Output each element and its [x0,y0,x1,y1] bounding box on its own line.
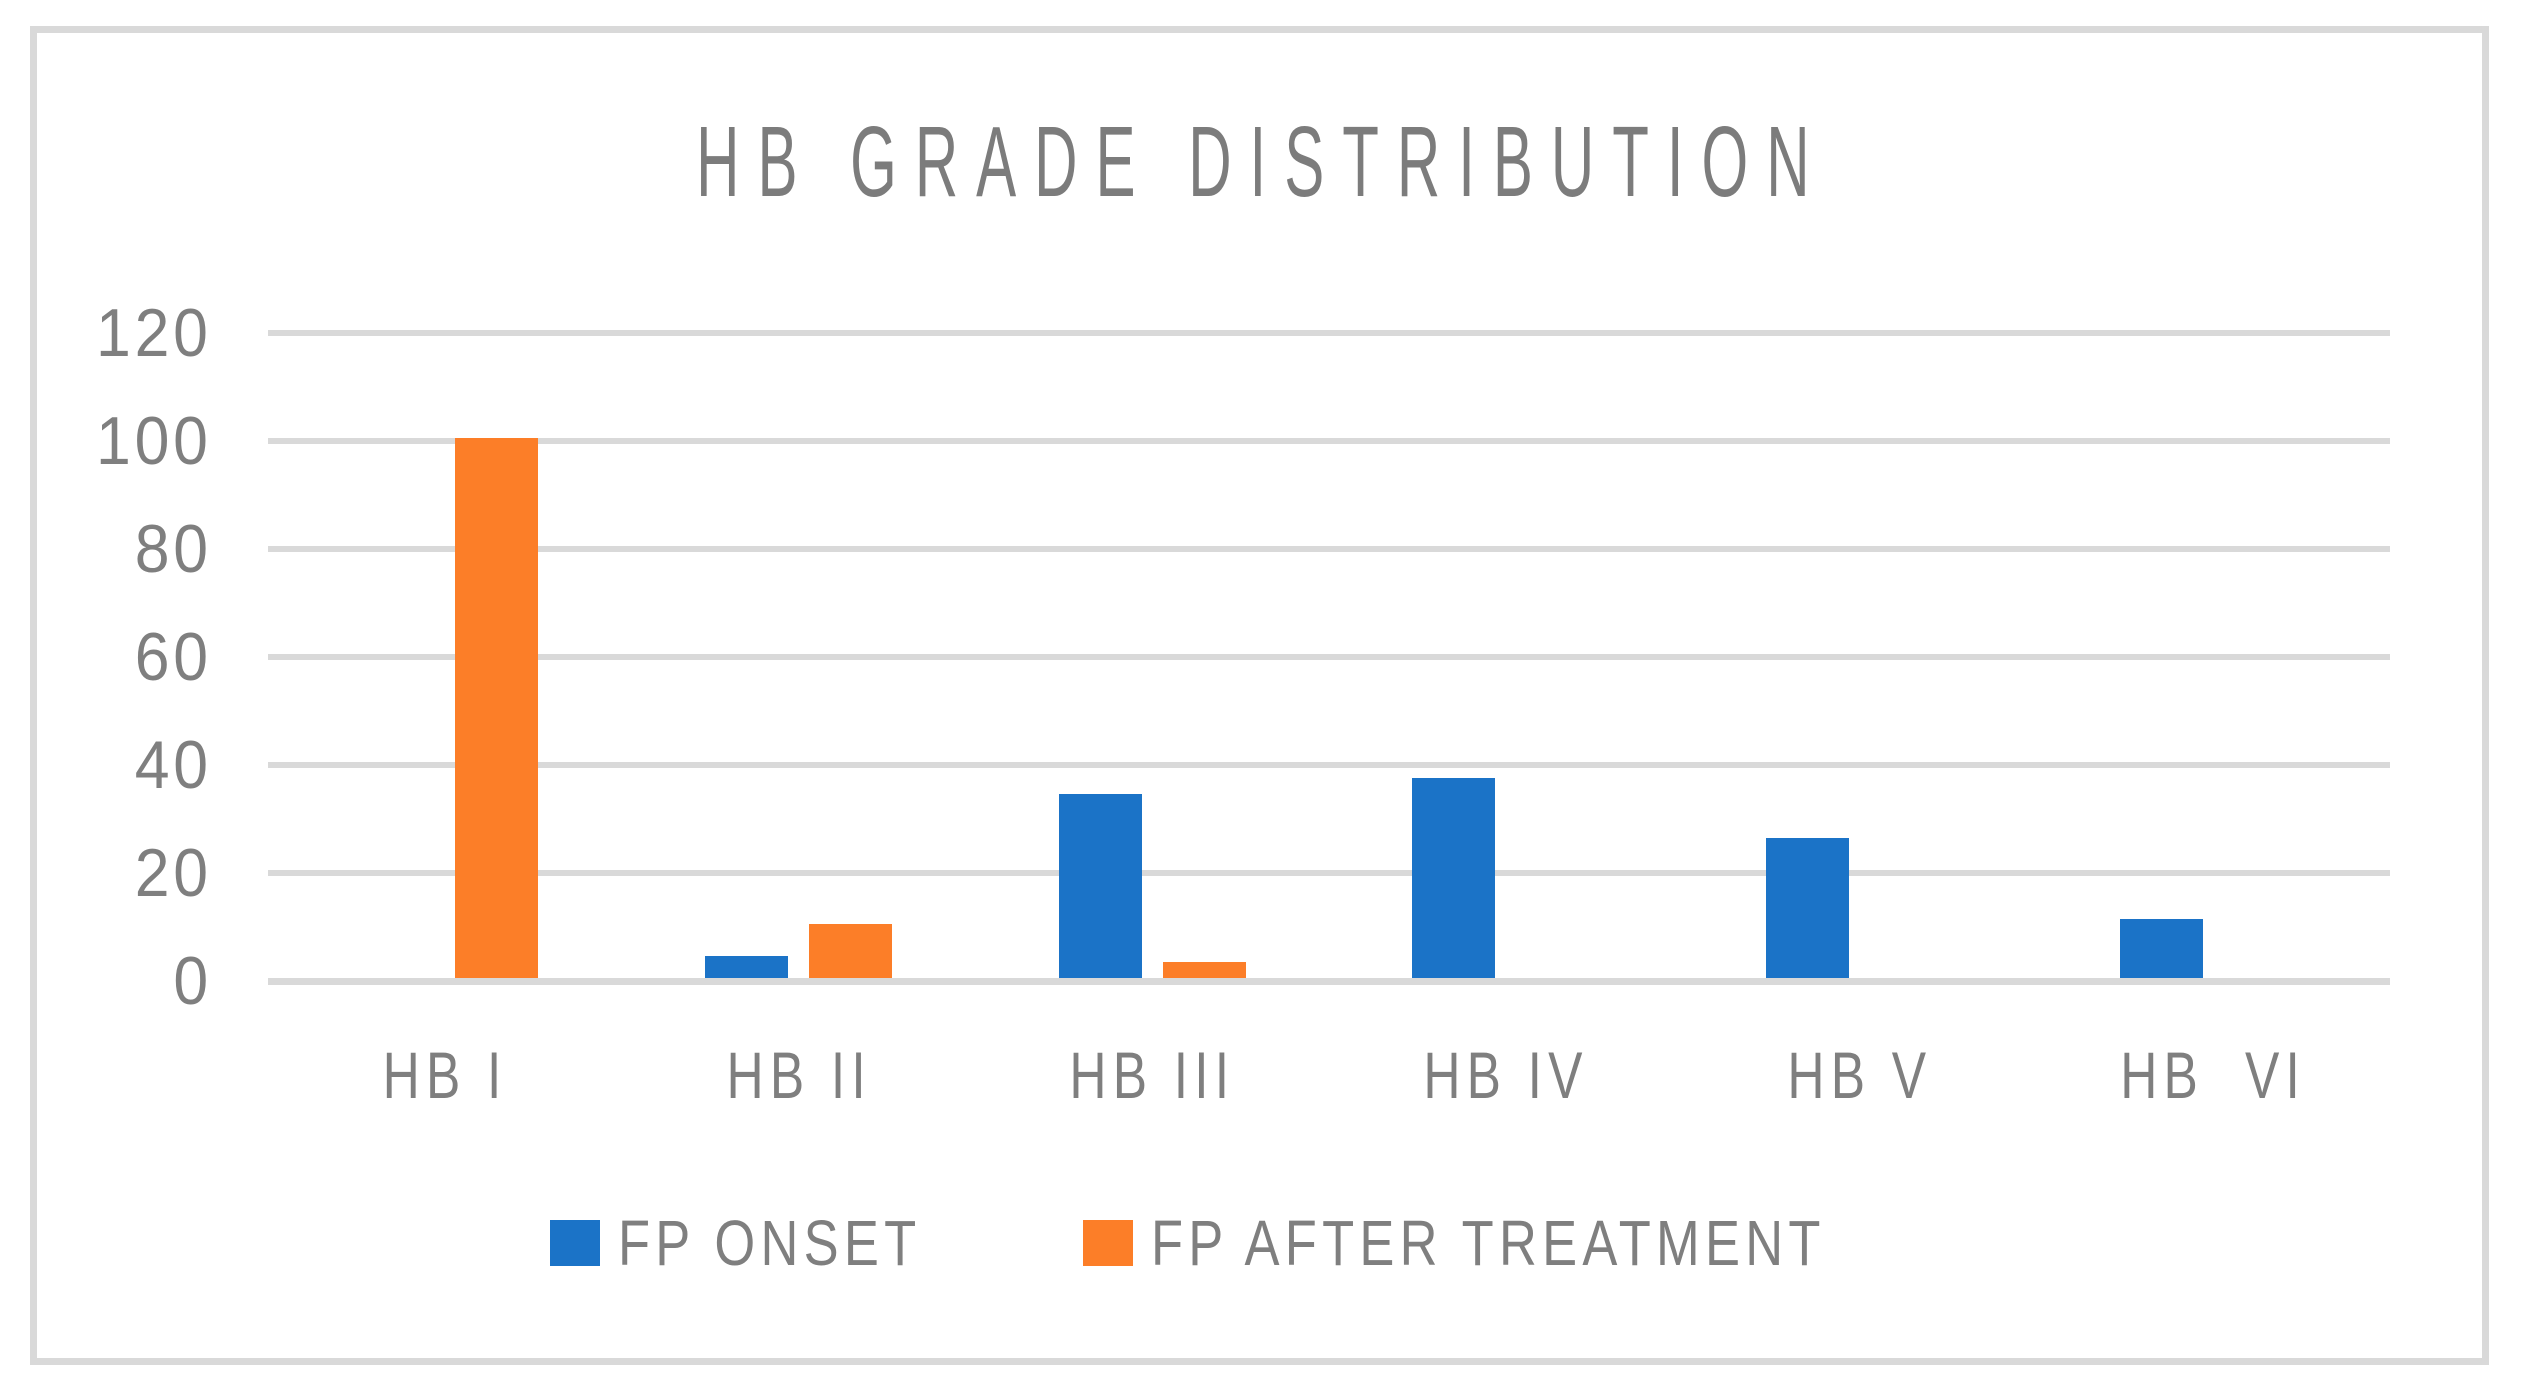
x-tick-label-hb-iii: HB III [1069,1038,1235,1112]
y-tick-label-100: 100 [96,403,212,479]
y-tick-label-0: 0 [173,943,212,1019]
y-tick-label-80: 80 [134,511,212,587]
legend-label-fp-after-treatment: FP AFTER TREATMENT [1150,1206,1826,1279]
x-tick-label-hb-i: HB I [382,1038,508,1112]
y-tick-label-20: 20 [134,835,212,911]
x-tick-label-hb-v: HB V [1787,1038,1933,1112]
bar-fp-onset-hb-iii [1059,794,1142,978]
legend-marker-fp-onset [549,1219,600,1266]
bar-fp-onset-hb-iv [1412,778,1495,978]
bar-fp-onset-hb-vi [2120,919,2203,978]
gridline-y-60 [268,654,2390,660]
bar-fp-onset-hb-ii [705,956,788,978]
chart-border-frame [30,26,2489,1365]
legend: FP ONSET FP AFTER TREATMENT [0,1200,2523,1285]
bar-fp-after-treatment-hb-iii [1163,962,1246,978]
legend-label-fp-onset: FP ONSET [617,1206,922,1279]
y-tick-label-60: 60 [134,619,212,695]
bar-fp-after-treatment-hb-i [455,438,538,978]
x-tick-label-hb-iv: HB IV [1423,1038,1589,1112]
x-tick-label-hb-ii: HB II [726,1038,872,1112]
gridline-y-100 [268,438,2390,444]
gridline-y-20 [268,870,2390,876]
y-tick-label-40: 40 [134,727,212,803]
legend-item-fp-after-treatment: FP AFTER TREATMENT [1082,1203,1974,1283]
bar-fp-onset-hb-v [1766,838,1849,978]
bar-fp-after-treatment-hb-ii [809,924,892,978]
chart-title-text: HB GRADE DISTRIBUTION [695,106,1828,218]
x-axis-line [268,978,2390,985]
x-tick-label-hb-vi: HB VI [2120,1038,2306,1112]
gridline-y-40 [268,762,2390,768]
legend-marker-fp-after-treatment [1082,1219,1133,1266]
chart-title: HB GRADE DISTRIBUTION [0,112,2523,212]
gridline-y-120 [268,330,2390,336]
y-tick-label-120: 120 [96,295,212,371]
legend-item-fp-onset: FP ONSET [549,1203,988,1283]
gridline-y-80 [268,546,2390,552]
